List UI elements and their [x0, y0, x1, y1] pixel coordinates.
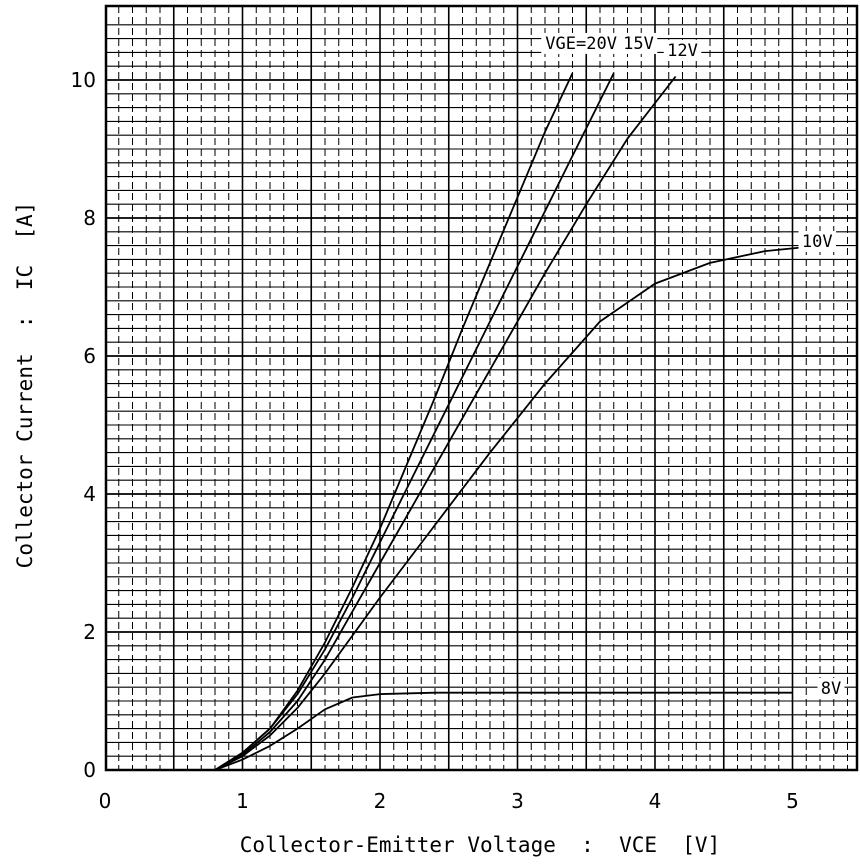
- series-label-background: [817, 678, 845, 700]
- series-label: VGE=20V,: [545, 34, 627, 54]
- tick-labels: 0 1 2 3 4 5 0 2 4 6 8 10: [71, 68, 799, 813]
- series-label-background: [541, 32, 632, 54]
- y-tick-label: 10: [71, 68, 96, 92]
- series-labels: VGE=20V,15V 12V 10V 8V: [541, 32, 845, 700]
- x-tick-label: 5: [786, 789, 799, 813]
- series-label: 15V: [623, 34, 654, 54]
- x-tick-label: 4: [649, 789, 662, 813]
- series-line: [214, 75, 677, 771]
- x-tick-label: 0: [99, 789, 112, 813]
- series-label-background: [798, 230, 836, 252]
- series-label-background: [663, 39, 702, 61]
- x-axis-label: Collector-Emitter Voltage : VCE [V]: [240, 833, 720, 857]
- y-tick-label: 2: [83, 620, 96, 644]
- series-label: 12V: [667, 41, 698, 61]
- y-tick-label: 8: [83, 206, 96, 230]
- series-line: [214, 246, 807, 771]
- series-label: 10V: [802, 232, 833, 252]
- x-tick-label: 1: [236, 789, 249, 813]
- series-label-background: [619, 32, 658, 54]
- plot-frame: [104, 4, 859, 772]
- series-line: [214, 691, 793, 771]
- series-label: 8V: [821, 679, 841, 699]
- x-tick-label: 3: [511, 789, 524, 813]
- x-tick-label: 2: [374, 789, 387, 813]
- y-axis-label: Collector Current : IC [A]: [13, 202, 37, 569]
- series-line: [214, 72, 615, 771]
- y-tick-label: 6: [83, 344, 96, 368]
- grid: [106, 6, 857, 770]
- y-tick-label: 0: [83, 758, 96, 782]
- y-tick-label: 4: [83, 482, 96, 506]
- series-lines: [214, 72, 807, 771]
